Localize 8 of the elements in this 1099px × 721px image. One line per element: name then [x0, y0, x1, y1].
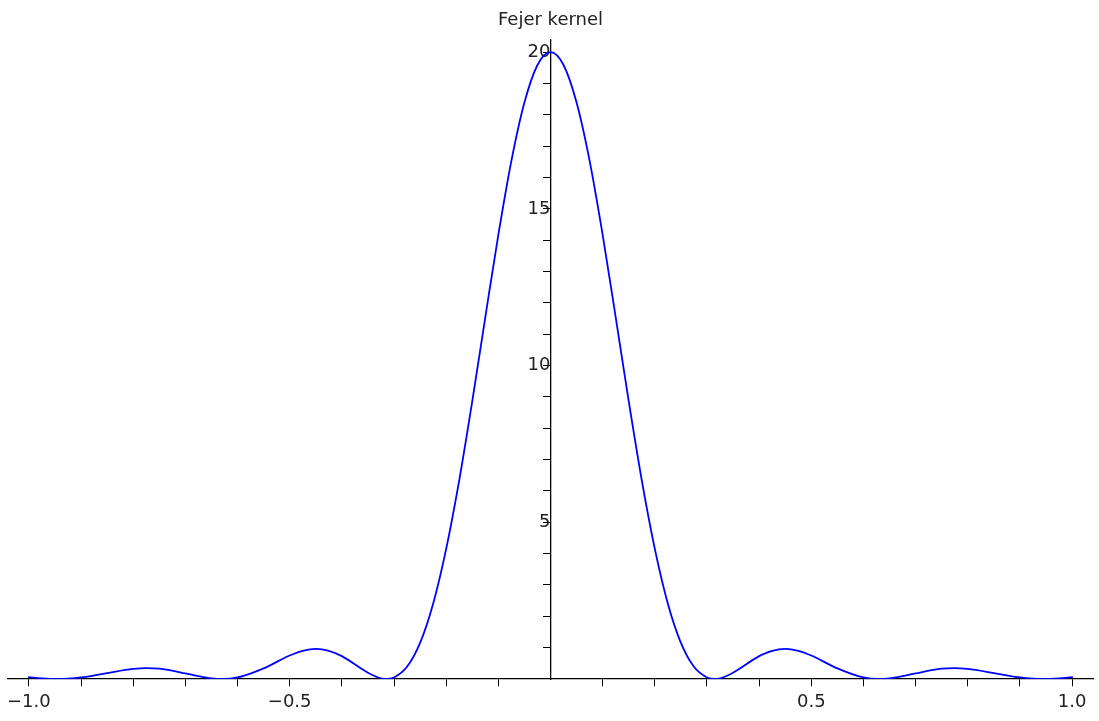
y-tick-label: 15: [527, 196, 551, 218]
x-tick-label: −1.0: [7, 690, 51, 712]
chart-title: Fejer kernel: [497, 8, 604, 30]
x-tick-label: −0.5: [267, 690, 312, 712]
x-tick-label: 1.0: [1057, 690, 1087, 712]
y-tick-label: 10: [527, 353, 551, 375]
x-tick-label: 0.5: [797, 690, 826, 712]
y-tick-label: 20: [527, 39, 551, 61]
